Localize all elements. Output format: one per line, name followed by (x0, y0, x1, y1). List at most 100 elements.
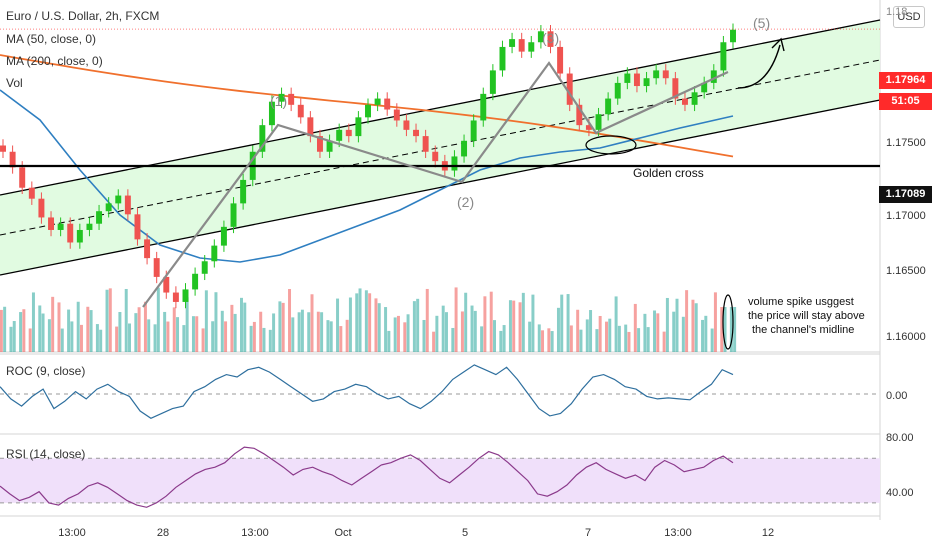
volume-bar (259, 311, 263, 352)
volume-bar (22, 309, 26, 352)
currency-button[interactable]: USD (893, 6, 925, 28)
volume-bar (134, 313, 138, 352)
candle-body (134, 214, 141, 240)
volume-bar (278, 301, 282, 352)
volume-bar (115, 326, 119, 352)
volume-bar (512, 300, 516, 352)
x-tick-1300-a: 13:00 (58, 527, 86, 539)
volume-bar (585, 319, 589, 352)
volume-bar (704, 315, 708, 352)
volume-bar (3, 306, 7, 352)
volume-bar (9, 326, 13, 352)
volume-bar (214, 292, 218, 352)
x-tick-1300-c: 13:00 (664, 527, 692, 539)
ma50-legend: MA (50, close, 0) (6, 32, 97, 46)
candle-body (480, 93, 487, 121)
volume-bar (12, 321, 16, 352)
volume-bar (211, 321, 215, 352)
volume-bar (99, 329, 103, 352)
volume-bar (662, 331, 666, 352)
volume-bar (547, 328, 551, 352)
volume-bar (637, 328, 641, 352)
volume-bar (531, 294, 535, 352)
volume-note-line3: the channel's midline (752, 324, 855, 336)
volume-bar (569, 325, 573, 352)
volume-bar (95, 324, 99, 352)
candle-body (57, 223, 64, 230)
wave-3-label: (3) (542, 30, 560, 46)
candle-body (557, 46, 564, 74)
candle-body (201, 261, 208, 274)
candle-body (374, 98, 381, 105)
candle-body (316, 136, 323, 152)
volume-bar (518, 302, 522, 352)
candle-body (28, 187, 35, 199)
candle-body (19, 167, 26, 188)
volume-bar (268, 329, 272, 352)
volume-bar (31, 292, 35, 352)
volume-bar (473, 310, 477, 352)
candle-body (86, 223, 93, 230)
wave-5-label: (5) (753, 15, 771, 31)
volume-bar (355, 293, 359, 352)
volume-bar (480, 326, 484, 352)
volume-bar (579, 329, 583, 352)
volume-bar (694, 303, 698, 352)
candle-body (614, 82, 621, 99)
volume-bar (76, 301, 80, 352)
projection-arrow (737, 44, 781, 89)
volume-bar (723, 307, 727, 352)
candle-body (710, 70, 717, 83)
candle-body (0, 145, 6, 152)
volume-bar (86, 306, 90, 352)
candle-body (461, 140, 468, 157)
candle-body (172, 292, 179, 302)
volume-bar (345, 319, 349, 352)
candle-body (182, 289, 189, 302)
volume-bar (393, 317, 397, 352)
candle-body (105, 203, 112, 212)
candle-body (595, 114, 602, 130)
volume-bar (191, 316, 195, 352)
candle-body (326, 140, 333, 152)
candle-body (384, 98, 391, 110)
candle-body (38, 198, 45, 218)
volume-bar (224, 321, 228, 352)
roc-tick-0: 0.00 (886, 390, 908, 402)
candle-body (9, 151, 16, 168)
volume-bar (166, 321, 170, 352)
volume-bar (691, 299, 695, 352)
volume-bar (0, 309, 3, 352)
volume-bar (307, 312, 311, 352)
x-tick-5: 5 (461, 527, 469, 539)
candle-body (336, 129, 343, 141)
volume-bar (185, 297, 189, 352)
rsi-band (0, 458, 880, 503)
volume-bar (710, 328, 714, 352)
volume-bar (176, 317, 180, 352)
candle-body (268, 101, 275, 126)
volume-bar (537, 324, 541, 352)
volume-bar (108, 288, 112, 352)
volume-bar (605, 321, 608, 352)
volume-bar (79, 324, 83, 352)
volume-bar (220, 310, 224, 352)
volume-bar (156, 287, 160, 352)
volume-bar (560, 294, 564, 352)
volume-note-line1: volume spike usggest (748, 296, 854, 308)
volume-bar (230, 304, 234, 352)
volume-bar (368, 293, 372, 352)
rsi-tick-40: 40.00 (886, 487, 914, 499)
volume-bar (576, 309, 580, 352)
volume-bar (672, 311, 676, 352)
volume-bar (499, 330, 503, 352)
golden-cross-label: Golden cross (633, 166, 704, 180)
volume-bar (633, 303, 637, 352)
volume-bar (153, 324, 157, 352)
volume-bar (240, 297, 243, 352)
candle-body (624, 73, 631, 83)
volume-bar (729, 307, 733, 352)
volume-bar (665, 297, 669, 352)
price-tick-3: 1.16500 (886, 265, 926, 277)
